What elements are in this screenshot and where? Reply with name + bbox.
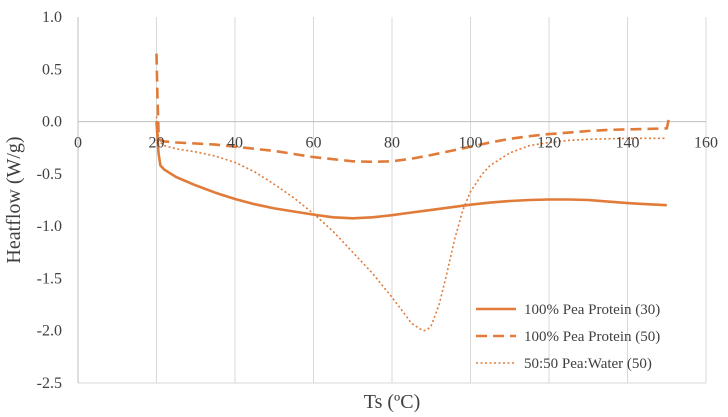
x-tick-label: 120 xyxy=(537,135,561,152)
x-tick-label: 20 xyxy=(149,135,165,152)
tick-labels: 0 20 40 60 80 100 120 140 160 1.0 0.5 0.0 -0.5 -1.0 -1… xyxy=(37,9,718,392)
y-tick-label: -2.0 xyxy=(37,323,62,340)
plot-area xyxy=(155,53,670,332)
x-tick-label: 0 xyxy=(74,135,82,152)
x-axis-title: Ts (ºC) xyxy=(364,391,420,413)
legend-label-1: 100% Pea Protein (30) xyxy=(524,302,660,318)
series-line-1 xyxy=(155,121,667,220)
legend: 100% Pea Protein (30) 100% Pea Protein (5… xyxy=(476,302,660,372)
x-tick-label: 40 xyxy=(227,135,243,152)
y-tick-label: -1.5 xyxy=(37,270,62,287)
y-tick-label: 0.0 xyxy=(42,114,62,131)
series-line-3 xyxy=(155,116,667,332)
legend-label-2: 100% Pea Protein (50) xyxy=(524,329,660,345)
legend-label-3: 50:50 Pea:Water (50) xyxy=(524,356,652,372)
x-tick-label: 140 xyxy=(616,135,640,152)
y-tick-label: -1.0 xyxy=(37,218,62,235)
x-tick-label: 80 xyxy=(384,135,400,152)
x-tick-label: 100 xyxy=(459,135,483,152)
y-tick-label: -2.5 xyxy=(37,375,62,392)
x-tick-label: 60 xyxy=(306,135,322,152)
y-axis-title: Heatflow (W/g) xyxy=(3,136,25,263)
y-tick-label: 0.5 xyxy=(42,61,62,78)
y-tick-label: 1.0 xyxy=(42,9,62,26)
y-tick-label: -0.5 xyxy=(37,166,62,183)
x-tick-label: 160 xyxy=(694,135,718,152)
axes xyxy=(77,17,706,383)
series-line-2 xyxy=(155,53,670,164)
